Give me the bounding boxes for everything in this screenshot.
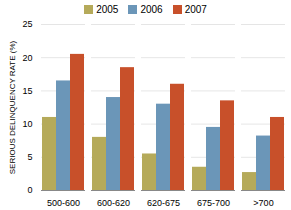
svg-text:>700: >700: [253, 198, 273, 208]
html-text:2005: 2005: [96, 3, 119, 15]
svg-text:25: 25: [22, 19, 32, 29]
svg-text:600-620: 600-620: [97, 198, 130, 208]
svg-text:620-675: 620-675: [147, 198, 180, 208]
svg-text:SERIOUS DELINQUENCY RATE (%): SERIOUS DELINQUENCY RATE (%): [8, 40, 17, 174]
svg-text:0: 0: [27, 185, 32, 195]
svg-text:10: 10: [22, 119, 32, 129]
svg-text:20: 20: [22, 53, 32, 63]
svg-text:500-600: 500-600: [47, 198, 80, 208]
svg-text:5: 5: [27, 152, 32, 162]
svg-text:675-700: 675-700: [197, 198, 230, 208]
html-text:2006: 2006: [140, 3, 163, 15]
html-text:2007: 2007: [184, 3, 207, 15]
svg-text:15: 15: [22, 86, 32, 96]
